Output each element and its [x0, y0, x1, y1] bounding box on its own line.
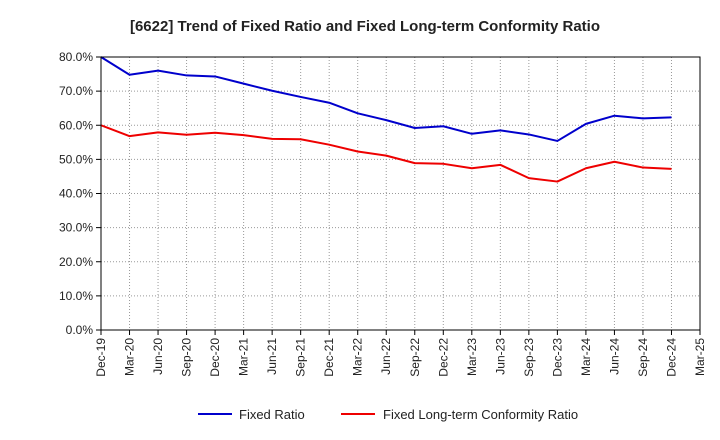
x-axis: Dec-19 Mar-20 Jun-20 Sep-20 Dec-20 Mar-21 Jun-…	[94, 330, 707, 377]
y-tick-label: 60.0%	[59, 118, 93, 132]
x-tick-label: Mar-20	[123, 338, 137, 376]
x-tick-label: Mar-23	[465, 338, 479, 376]
x-tick-label: Sep-22	[408, 338, 422, 377]
x-tick-label: Jun-21	[265, 338, 279, 375]
legend-label-fixed-long-term-conformity-ratio: Fixed Long-term Conformity Ratio	[383, 407, 578, 422]
x-tick-label: Sep-24	[636, 338, 650, 377]
x-tick-label: Jun-23	[493, 338, 507, 375]
x-tick-label: Sep-23	[522, 338, 536, 377]
x-tick-label: Jun-20	[151, 338, 165, 375]
x-tick-label: Dec-22	[436, 338, 450, 377]
x-tick-label: Jun-22	[379, 338, 393, 375]
x-tick-label: Mar-25	[693, 338, 707, 376]
x-tick-label: Sep-20	[180, 338, 194, 377]
x-tick-label: Mar-21	[237, 338, 251, 376]
y-tick-label: 40.0%	[59, 187, 93, 201]
y-tick-label: 20.0%	[59, 255, 93, 269]
grid	[101, 57, 700, 330]
x-tick-label: Sep-21	[294, 338, 308, 377]
y-tick-label: 10.0%	[59, 289, 93, 303]
y-tick-label: 0.0%	[66, 323, 94, 337]
y-tick-label: 80.0%	[59, 50, 93, 64]
y-tick-label: 70.0%	[59, 84, 93, 98]
y-tick-label: 50.0%	[59, 152, 93, 166]
series-line-fixed-ratio	[100, 56, 672, 142]
x-tick-label: Dec-24	[664, 338, 678, 377]
legend: Fixed Ratio Fixed Long-term Conformity R…	[198, 407, 578, 422]
x-tick-label: Dec-21	[322, 338, 336, 377]
x-tick-label: Dec-20	[208, 338, 222, 377]
plot-frame	[100, 56, 701, 331]
x-tick-label: Mar-22	[351, 338, 365, 376]
legend-label-fixed-ratio: Fixed Ratio	[239, 407, 305, 422]
series-lines	[100, 56, 672, 183]
x-tick-label: Dec-23	[550, 338, 564, 377]
x-tick-label: Mar-24	[579, 338, 593, 376]
y-tick-label: 30.0%	[59, 221, 93, 235]
y-axis: 0.0% 10.0% 20.0% 30.0% 40.0% 50.0% 60.0% 70.0% 8…	[59, 50, 101, 337]
chart-title: [6622] Trend of Fixed Ratio and Fixed Lo…	[130, 18, 600, 35]
x-tick-label: Dec-19	[94, 338, 108, 377]
x-tick-label: Jun-24	[607, 338, 621, 375]
series-line-fixed-long-term-conformity-ratio	[100, 124, 672, 183]
